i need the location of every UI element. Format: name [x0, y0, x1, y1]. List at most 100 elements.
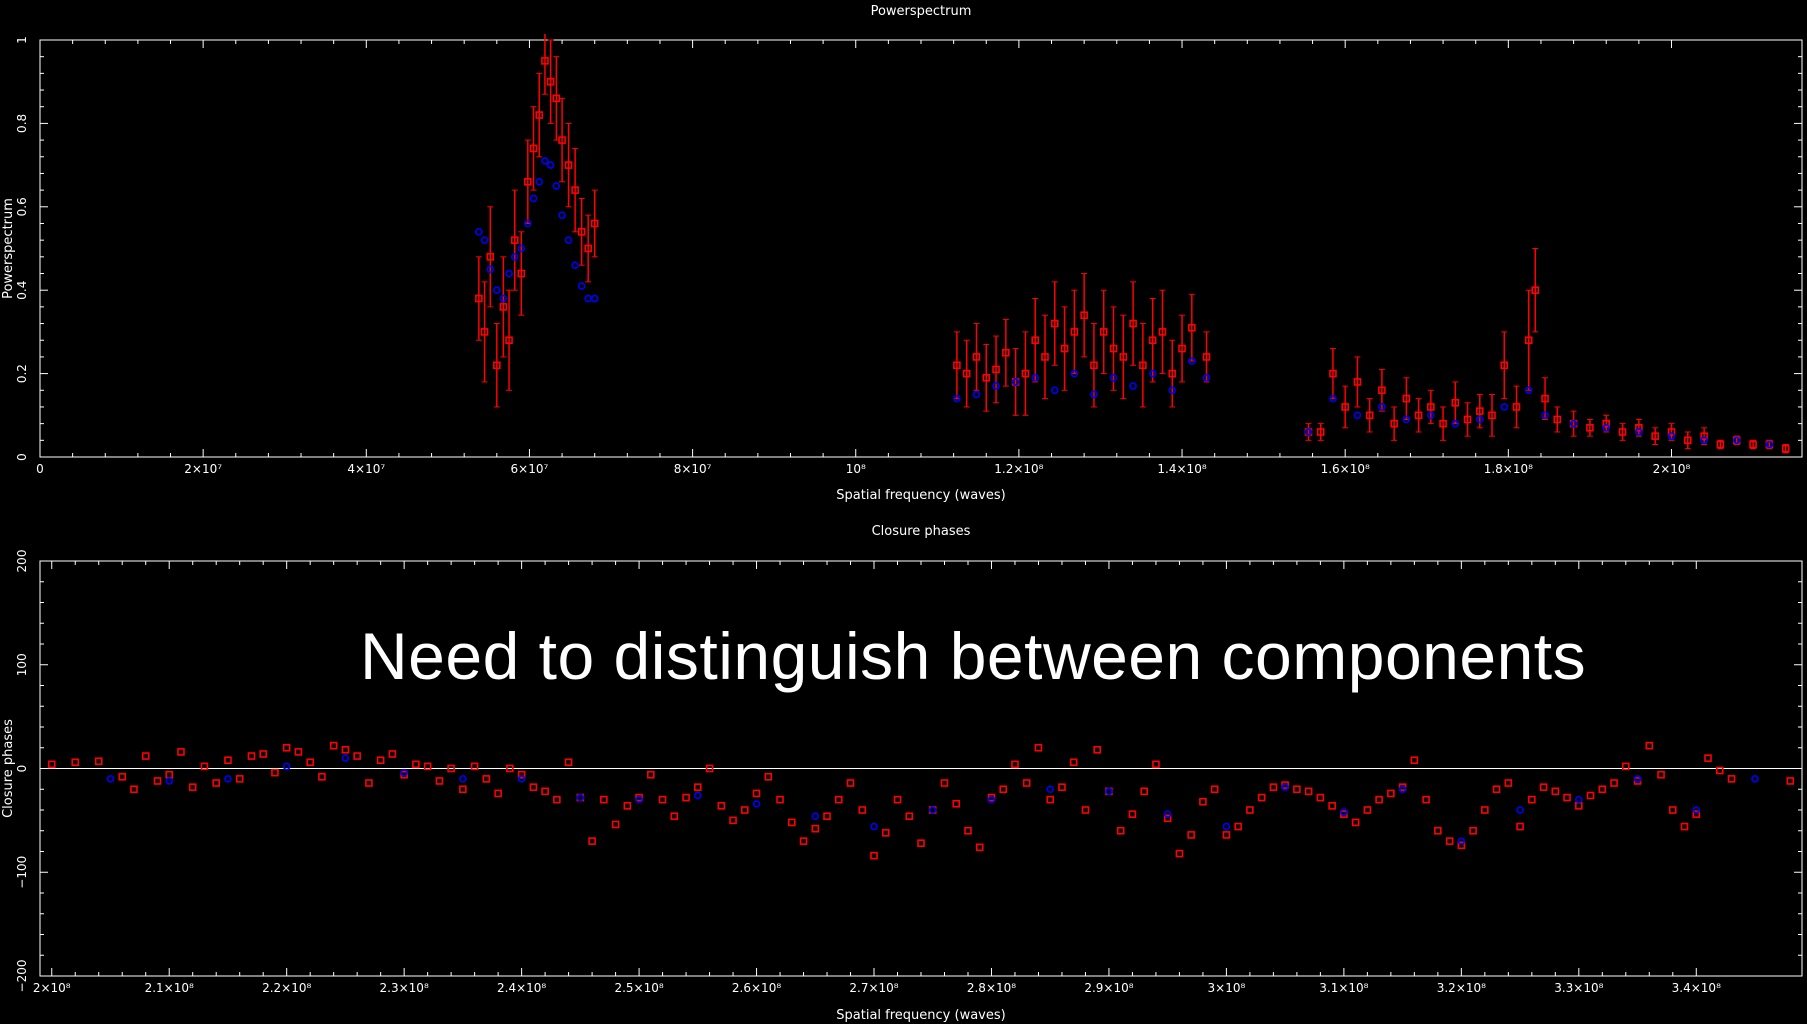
phase-model-point — [1281, 783, 1289, 791]
power-data-point — [1651, 432, 1659, 440]
power-x-axis-label: Spatial frequency (waves) — [836, 488, 1005, 503]
phase-data-point — [694, 783, 702, 791]
phase-data-point — [541, 787, 549, 796]
phase-data-point — [494, 789, 502, 798]
phase-data-point — [1657, 770, 1665, 779]
phase-data-point — [1610, 779, 1618, 787]
phase-data-point — [177, 748, 185, 756]
power-data-point — [1060, 344, 1069, 353]
power-x-tick-label: 1.2×10⁸ — [994, 462, 1043, 476]
phase-data-point — [1034, 743, 1043, 752]
power-model-point — [1765, 440, 1774, 449]
phase-data-point — [506, 764, 514, 773]
power-y-tick-label: 0.6 — [15, 197, 29, 216]
phase-data-point — [1210, 785, 1219, 794]
power-data-point — [1531, 286, 1540, 295]
phase-data-point — [1622, 762, 1630, 771]
phase-data-point — [1011, 760, 1019, 769]
phase-data-point — [482, 775, 491, 783]
phase-data-point — [141, 752, 150, 760]
power-x-tick-label: 10⁸ — [846, 462, 866, 476]
phase-data-point — [729, 816, 737, 825]
power-data-point — [1109, 344, 1118, 353]
phase-x-tick-label: 2.9×10⁸ — [1084, 981, 1133, 995]
phase-data-point — [1363, 806, 1372, 814]
phase-data-point — [1727, 775, 1736, 783]
phase-data-point — [212, 779, 220, 787]
phase-data-point — [470, 762, 479, 771]
phase-data-point — [870, 851, 878, 860]
phase-data-point — [1328, 802, 1336, 810]
phase-data-point — [1504, 779, 1513, 787]
power-model-point — [571, 261, 579, 269]
phase-data-point — [776, 795, 784, 804]
phase-y-tick-label: −200 — [15, 960, 29, 993]
power-model-point — [1500, 403, 1509, 411]
power-data-point — [1512, 403, 1521, 411]
slide-caption: Need to distinguish between components — [360, 619, 1587, 693]
phase-data-point — [917, 839, 925, 848]
power-data-point — [564, 161, 573, 169]
power-model-point — [1109, 373, 1118, 382]
power-data-point — [1553, 415, 1562, 424]
power-model-point — [558, 211, 566, 219]
phase-data-point — [1422, 795, 1430, 804]
phase-data-point — [658, 795, 667, 804]
phase-data-point — [1187, 831, 1195, 839]
power-data-point — [1683, 436, 1692, 445]
power-model-point — [577, 282, 586, 290]
power-data-point — [499, 303, 508, 311]
power-data-point — [535, 111, 544, 119]
phase-data-point — [1481, 806, 1489, 814]
phase-data-point — [71, 758, 80, 767]
power-model-point — [480, 236, 489, 244]
phase-data-point — [1528, 795, 1536, 804]
power-x-tick-label: 1.4×10⁸ — [1157, 462, 1206, 476]
power-model-point — [1732, 436, 1741, 445]
power-data-point — [962, 369, 971, 378]
phase-data-point — [423, 762, 432, 771]
phase-data-point — [447, 764, 455, 773]
phase-x-tick-label: 3.4×10⁸ — [1672, 981, 1721, 995]
phase-model-point — [1398, 785, 1407, 794]
phase-model-point — [341, 754, 350, 762]
phase-data-point — [647, 770, 655, 779]
phase-data-point — [1692, 810, 1701, 818]
phase-title: Closure phases — [872, 524, 971, 539]
power-data-point — [1041, 353, 1049, 361]
power-data-point — [1129, 319, 1137, 328]
power-data-point — [1341, 403, 1349, 411]
phase-data-point — [94, 757, 103, 766]
phase-data-point — [1563, 793, 1571, 802]
power-model-point — [505, 269, 513, 278]
power-data-point — [1378, 386, 1386, 395]
phase-model-point — [752, 799, 761, 808]
power-data-point — [1188, 323, 1196, 332]
phase-data-point — [1269, 783, 1278, 791]
power-data-point — [1148, 336, 1157, 345]
power-x-tick-label: 8×10⁷ — [674, 462, 712, 476]
power-model-point — [493, 286, 501, 295]
power-model-point — [1031, 373, 1040, 382]
phase-data-point — [1457, 841, 1466, 850]
power-data-point — [1414, 411, 1423, 420]
phase-markers — [47, 741, 1795, 860]
power-data-point — [1439, 419, 1447, 428]
phase-model-point — [987, 795, 996, 804]
phase-model-point — [576, 793, 585, 802]
phase-model-point — [165, 777, 174, 785]
power-y-tick-label: 1 — [15, 36, 29, 44]
power-data-point — [1139, 361, 1147, 370]
phase-data-point — [1246, 806, 1254, 814]
phase-data-point — [1058, 783, 1066, 791]
power-x-tick-label: 6×10⁷ — [511, 462, 549, 476]
phase-data-point — [682, 793, 690, 802]
power-model-point — [541, 157, 549, 165]
phase-data-point — [435, 777, 444, 785]
phase-data-point — [1351, 818, 1360, 827]
power-model-point — [1667, 432, 1676, 440]
phase-model-point — [635, 795, 643, 804]
power-x-tick-label: 0 — [36, 462, 44, 476]
phase-data-point — [318, 772, 326, 781]
